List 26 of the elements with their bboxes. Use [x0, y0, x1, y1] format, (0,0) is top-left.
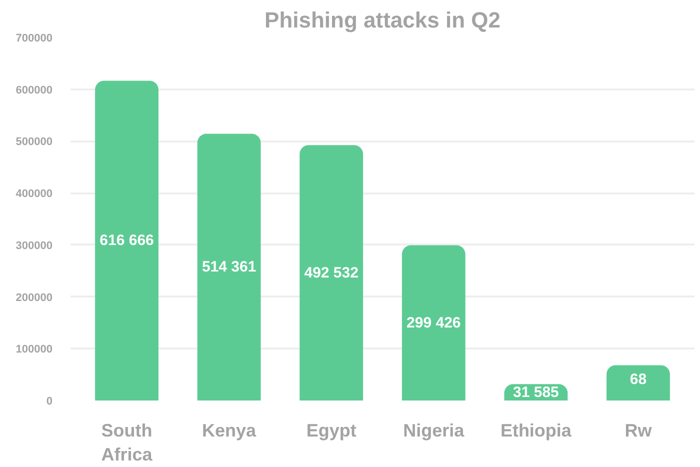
x-tick-label: Nigeria — [403, 420, 466, 440]
y-tick-label: 300000 — [16, 240, 53, 252]
y-tick-label: 700000 — [16, 32, 53, 44]
data-label: 299 426 — [406, 314, 461, 332]
bar — [197, 134, 261, 400]
y-tick-label: 200000 — [16, 292, 53, 304]
chart-title: Phishing attacks in Q2 — [264, 8, 500, 32]
data-label: 514 361 — [202, 258, 256, 276]
bar — [95, 80, 158, 400]
bar — [606, 365, 670, 400]
data-label: 616 666 — [100, 232, 154, 250]
y-tick-label: 400000 — [16, 188, 53, 200]
y-tick-label: 500000 — [16, 136, 53, 148]
data-label: 31 585 — [513, 384, 559, 401]
annotation: 68 — [630, 371, 647, 388]
x-tick-label: South Africa — [101, 420, 154, 464]
y-tick-label: 600000 — [16, 84, 53, 96]
x-tick-label: Ethiopia — [500, 420, 572, 440]
data-label: 492 532 — [304, 264, 358, 282]
x-tick-label: Kenya — [202, 420, 258, 440]
bar — [402, 245, 466, 400]
y-tick-label: 0 — [46, 396, 53, 408]
y-tick-label: 100000 — [16, 344, 53, 356]
bar — [300, 145, 364, 400]
x-tick-label: Rw — [624, 420, 653, 440]
x-tick-label: Egypt — [306, 420, 356, 440]
